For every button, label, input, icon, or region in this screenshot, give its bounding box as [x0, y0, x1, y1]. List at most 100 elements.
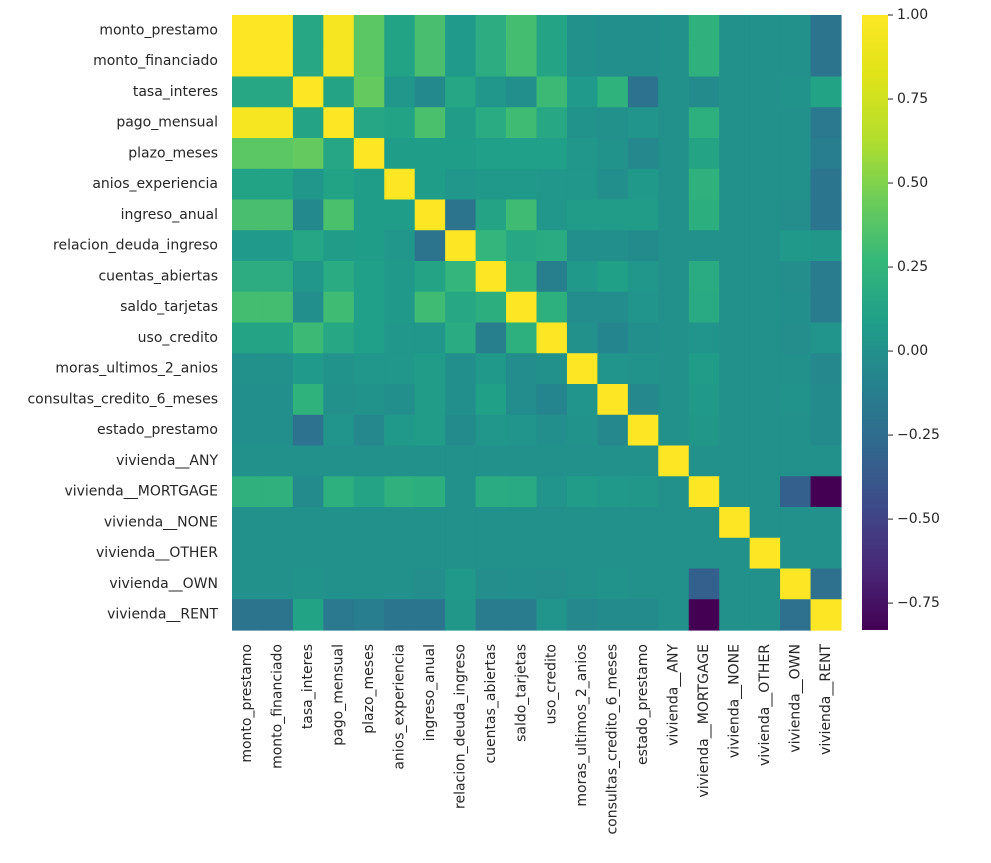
heatmap-cell: [566, 476, 598, 508]
heatmap-cell: [384, 599, 416, 631]
heatmap-cell: [688, 76, 720, 108]
heatmap-cell: [566, 107, 598, 139]
heatmap-cell: [353, 322, 385, 354]
heatmap-cell: [445, 599, 477, 631]
heatmap-cell: [292, 138, 324, 170]
heatmap-cell: [810, 507, 842, 539]
heatmap-cell: [292, 568, 324, 600]
heatmap-cell: [414, 414, 446, 447]
heatmap-cell: [536, 599, 568, 631]
heatmap-cell: [658, 45, 690, 78]
heatmap-cell: [566, 15, 598, 47]
heatmap-cell: [597, 384, 629, 416]
heatmap-cell: [323, 537, 355, 570]
colorbar-tick-label: 0.25: [897, 259, 928, 275]
heatmap-cell: [688, 322, 720, 354]
heatmap-cell: [658, 384, 690, 416]
heatmap-cell: [658, 537, 690, 570]
heatmap-cell: [536, 168, 568, 201]
heatmap-cell: [232, 45, 264, 78]
heatmap-cell: [627, 45, 659, 78]
row-label: cuentas_abiertas: [98, 268, 218, 284]
heatmap-cell: [566, 199, 598, 231]
heatmap-cell: [627, 107, 659, 139]
heatmap-cell: [627, 138, 659, 170]
heatmap-cell: [414, 199, 446, 231]
heatmap-cell: [353, 76, 385, 108]
heatmap-cell: [719, 322, 751, 354]
heatmap-cell: [353, 476, 385, 508]
heatmap-cell: [445, 261, 477, 293]
heatmap-cell: [627, 414, 659, 447]
heatmap-cell: [627, 199, 659, 231]
heatmap-cell: [384, 353, 416, 385]
heatmap-cell: [384, 168, 416, 201]
heatmap-cell: [232, 291, 264, 324]
heatmap-cell: [414, 599, 446, 631]
heatmap-cell: [292, 507, 324, 539]
heatmap-cell: [566, 599, 598, 631]
heatmap-cell: [780, 568, 812, 600]
row-label: relacion_deuda_ingreso: [53, 238, 218, 254]
heatmap-cell: [323, 476, 355, 508]
heatmap-cell: [323, 353, 355, 385]
column-label: estado_prestamo: [635, 644, 651, 765]
heatmap-cell: [323, 384, 355, 416]
heatmap-cell: [719, 414, 751, 447]
heatmap-cell: [566, 353, 598, 385]
heatmap-cell: [688, 107, 720, 139]
heatmap-cell: [810, 599, 842, 631]
column-label: relacion_deuda_ingreso: [452, 644, 468, 809]
heatmap-cell: [475, 445, 507, 477]
heatmap-cell: [475, 384, 507, 416]
heatmap-cell: [688, 45, 720, 78]
heatmap-cell: [719, 384, 751, 416]
heatmap-cell: [688, 599, 720, 631]
heatmap-cell: [232, 107, 264, 139]
heatmap-cell: [597, 322, 629, 354]
column-label: consultas_credito_6_meses: [605, 644, 621, 835]
heatmap-cell: [475, 261, 507, 293]
heatmap-cell: [262, 507, 294, 539]
heatmap-cell: [323, 45, 355, 78]
heatmap-cell: [475, 322, 507, 354]
heatmap-cell: [475, 76, 507, 108]
heatmap-cell: [597, 45, 629, 78]
heatmap-cell: [506, 261, 538, 293]
heatmap-cell: [780, 107, 812, 139]
heatmap-cell: [719, 507, 751, 539]
heatmap-cell: [810, 414, 842, 447]
heatmap-cell: [719, 599, 751, 631]
heatmap-cell: [475, 107, 507, 139]
heatmap-cell: [262, 230, 294, 262]
heatmap-cell: [749, 599, 781, 631]
heatmap-cell: [810, 168, 842, 201]
heatmap-cell: [688, 384, 720, 416]
heatmap-cell: [323, 507, 355, 539]
column-label: moras_ultimos_2_anios: [574, 644, 590, 807]
heatmap-cell: [627, 568, 659, 600]
heatmap-cell: [658, 138, 690, 170]
heatmap-cell: [384, 568, 416, 600]
heatmap-cell: [414, 76, 446, 108]
heatmap-cell: [780, 291, 812, 324]
heatmap-cell: [292, 168, 324, 201]
heatmap-cell: [292, 537, 324, 570]
heatmap-cell: [262, 291, 294, 324]
heatmap-cell: [658, 15, 690, 47]
heatmap-cell: [597, 537, 629, 570]
heatmap-cell: [262, 414, 294, 447]
heatmap-cell: [658, 261, 690, 293]
heatmap-cell: [749, 445, 781, 477]
heatmap-cell: [323, 138, 355, 170]
heatmap-cell: [475, 476, 507, 508]
heatmap-cell: [780, 45, 812, 78]
heatmap-cell: [353, 353, 385, 385]
heatmap-cell: [536, 445, 568, 477]
heatmap-cell: [810, 384, 842, 416]
row-label: vivienda__OTHER: [96, 545, 218, 561]
heatmap-cell: [292, 261, 324, 293]
heatmap-cell: [536, 138, 568, 170]
heatmap-cell: [506, 230, 538, 262]
heatmap-cell: [353, 15, 385, 47]
